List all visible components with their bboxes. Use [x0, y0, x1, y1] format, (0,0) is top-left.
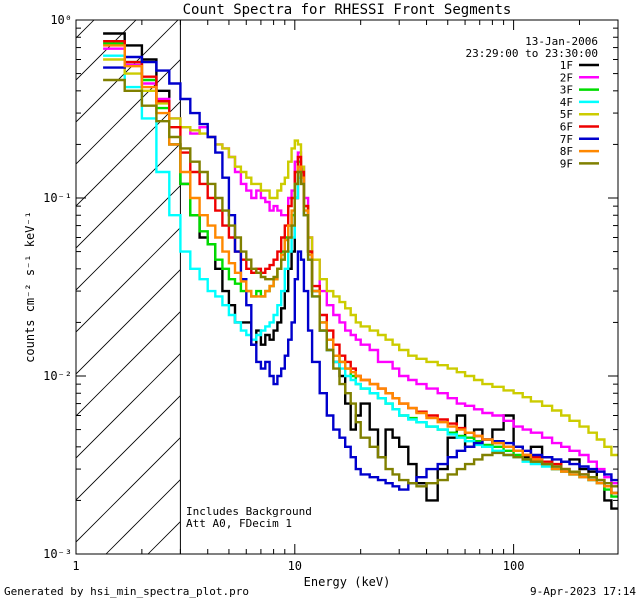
series-line-5F — [103, 58, 618, 457]
chart-title: Count Spectra for RHESSI Front Segments — [183, 2, 512, 18]
annotation-attenuator: Att A0, FDecim 1 — [186, 517, 292, 530]
x-axis-label: Energy (keV) — [304, 575, 391, 589]
legend-label-6F: 6F — [560, 121, 573, 134]
legend-label-3F: 3F — [560, 84, 573, 97]
date-label: 13-Jan-2006 — [525, 35, 598, 48]
legend-label-2F: 2F — [560, 71, 573, 84]
series-line-9F — [103, 78, 618, 488]
y-axis-label: counts cm⁻² s⁻¹ keV⁻¹ — [23, 211, 37, 363]
plot-frame — [75, 19, 619, 555]
x-tick-label: 100 — [503, 559, 525, 573]
y-tick-label: 10⁻³ — [43, 547, 72, 561]
legend-label-1F: 1F — [560, 59, 573, 72]
hatch-line — [76, 185, 181, 291]
hatch-line — [76, 353, 181, 459]
axes-group: 1 10 100 10⁻³ 10⁻² 10⁻¹ 10⁰ — [43, 13, 619, 573]
hatch-line — [76, 20, 179, 123]
hatch-line — [76, 227, 181, 333]
legend-label-4F: 4F — [560, 96, 573, 109]
y-tick-label: 10⁻¹ — [43, 191, 72, 205]
footer-timestamp: 9-Apr-2023 17:14 — [530, 585, 636, 598]
hatch-line — [76, 437, 181, 543]
y-tick-label: 10⁰ — [50, 13, 72, 27]
x-tick-label: 1 — [72, 559, 79, 573]
hatch-line — [76, 395, 181, 501]
footer-generator: Generated by hsi_min_spectra_plot.pro — [4, 585, 249, 598]
legend-label-7F: 7F — [560, 133, 573, 146]
series-line-7F — [103, 55, 618, 491]
series-group — [103, 32, 618, 510]
y-tick-label: 10⁻² — [43, 369, 72, 383]
x-tick-label: 10 — [288, 559, 302, 573]
series-line-8F — [103, 44, 618, 495]
annotation-background: Includes Background — [186, 505, 312, 518]
legend-label-9F: 9F — [560, 157, 573, 170]
hatch-line — [76, 20, 137, 81]
time-range-label: 23:29:00 to 23:30:00 — [466, 47, 598, 60]
legend-label-8F: 8F — [560, 145, 573, 158]
hatched-region — [76, 20, 181, 554]
legend-label-5F: 5F — [560, 108, 573, 121]
